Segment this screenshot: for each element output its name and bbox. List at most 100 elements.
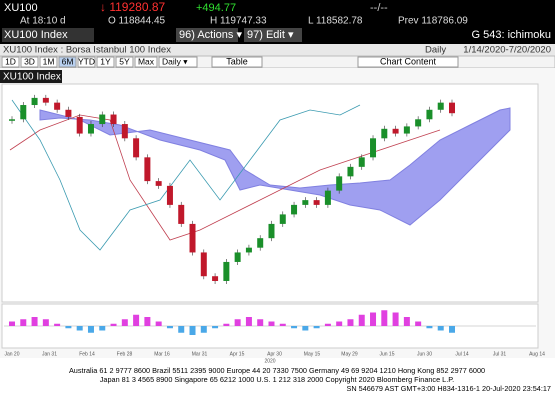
subheader-bg <box>0 44 555 56</box>
candle <box>234 252 241 262</box>
range-label[interactable]: YTD <box>78 56 95 66</box>
candle <box>178 204 185 224</box>
high: H 119747.33 <box>210 16 267 27</box>
macd-bar <box>212 326 219 329</box>
macd-bar <box>336 321 343 326</box>
candle <box>449 102 455 114</box>
edit-button[interactable] <box>244 28 302 42</box>
macd-bar <box>144 317 151 326</box>
macd-bar <box>347 319 354 326</box>
range: 1/14/2020-7/20/2020 <box>463 45 551 56</box>
candle <box>166 185 173 205</box>
candle <box>381 128 388 139</box>
range-button[interactable] <box>20 56 39 68</box>
macd-bar <box>313 326 320 329</box>
candle <box>291 204 298 215</box>
range-button[interactable] <box>134 56 158 68</box>
candle <box>358 157 365 167</box>
range-label[interactable]: 5Y <box>119 56 130 66</box>
candle <box>99 114 106 125</box>
macd-bar <box>20 319 27 326</box>
range-button[interactable] <box>1 56 20 68</box>
macd-bar <box>358 314 365 326</box>
kijun-line <box>9 114 441 241</box>
x-tick-label: Jul 14 <box>455 351 469 357</box>
macd-bar <box>133 314 140 326</box>
x-tick-label: Jan 20 <box>4 351 19 357</box>
macd-bar <box>121 319 128 326</box>
actions-button[interactable] <box>176 28 238 42</box>
footer-line1: Australia 61 2 9777 8600 Brazil 5511 239… <box>69 366 485 375</box>
candle <box>257 238 264 248</box>
ichimoku-cloud <box>39 107 511 226</box>
year: 2020 <box>264 358 275 364</box>
macd-bar <box>403 317 410 326</box>
footer-line3: SN 546679 AST GMT+3:00 H834-1316-1 20-Ju… <box>346 384 551 393</box>
range-button[interactable] <box>39 56 58 68</box>
security-box[interactable] <box>2 28 94 42</box>
function: G 543: ichimoku <box>472 29 551 41</box>
range-button[interactable] <box>96 56 115 68</box>
edit[interactable]: 97) Edit ▾ <box>247 29 294 41</box>
table[interactable]: Table <box>226 56 248 66</box>
content[interactable]: Chart Content <box>380 56 437 66</box>
chart-title: XU100 Index <box>3 72 61 83</box>
macd-bar <box>279 323 286 326</box>
macd-bar <box>370 312 377 326</box>
x-tick-label: Jun 30 <box>417 351 432 357</box>
x-tick-label: Jul 31 <box>493 351 507 357</box>
macd-bar <box>268 321 275 326</box>
macd-bar <box>87 326 94 333</box>
candle <box>279 214 286 224</box>
range-label[interactable]: 3D <box>24 56 35 66</box>
actions[interactable]: 96) Actions ▾ <box>179 29 242 41</box>
macd-bar <box>31 317 38 326</box>
macd-bar <box>426 326 433 329</box>
x-tick-label: Apr 15 <box>230 351 245 357</box>
candle <box>31 97 38 106</box>
macd-bar <box>257 319 264 326</box>
range-label[interactable]: Max <box>138 56 155 66</box>
range-button[interactable] <box>115 56 134 68</box>
frequency-button[interactable] <box>158 56 198 68</box>
macd-bar <box>223 323 230 326</box>
range-label[interactable]: 6M <box>62 56 74 66</box>
low: L 118582.78 <box>308 16 363 27</box>
x-tick-label: Feb 14 <box>79 351 95 357</box>
ticker: XU100 <box>4 2 38 14</box>
macd-bar <box>302 326 309 331</box>
candle <box>426 109 433 120</box>
x-tick-label: Jun 15 <box>379 351 394 357</box>
candle <box>403 126 410 134</box>
candle <box>437 102 444 110</box>
range-button[interactable] <box>58 56 77 68</box>
candle <box>347 166 354 177</box>
lagging-line <box>11 99 361 251</box>
table-button[interactable] <box>211 56 263 68</box>
range-label[interactable]: 1Y <box>100 56 111 66</box>
macd-bar <box>178 326 185 333</box>
content-button[interactable] <box>357 56 459 68</box>
range-label[interactable]: 1M <box>43 56 55 66</box>
range-label[interactable]: 1D <box>5 56 16 66</box>
change: +494.77 <box>196 2 236 14</box>
candle <box>121 124 128 139</box>
candle <box>110 114 117 125</box>
frequency[interactable]: Daily ▾ <box>162 56 188 66</box>
macd-bar <box>324 323 331 326</box>
range-button[interactable] <box>77 56 96 68</box>
period: Daily <box>425 45 446 56</box>
macd-bar <box>449 326 455 333</box>
plot-area <box>1 83 539 303</box>
candle <box>200 252 207 277</box>
candle <box>392 128 399 134</box>
candle <box>212 276 219 281</box>
macd-bar <box>234 319 241 326</box>
x-tick-label: Aug 14 <box>529 351 545 357</box>
candle <box>268 223 275 239</box>
candle <box>65 109 72 117</box>
macd-bar <box>99 326 106 331</box>
security[interactable]: XU100 Index <box>4 29 68 41</box>
candle <box>144 157 151 182</box>
